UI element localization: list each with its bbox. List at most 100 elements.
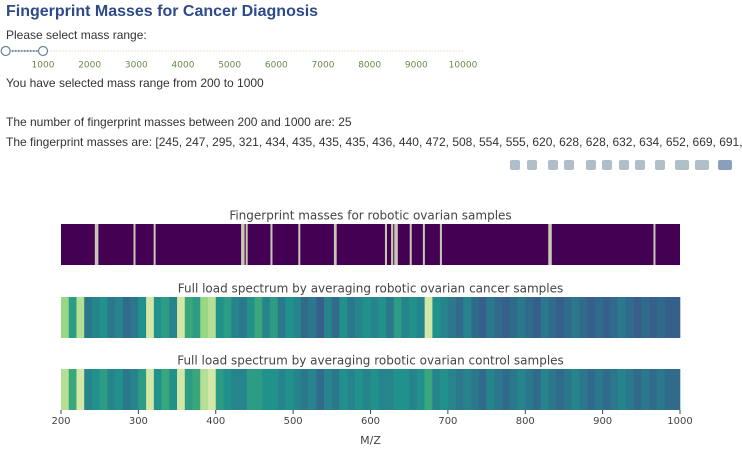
modebar-button[interactable] — [510, 160, 520, 170]
modebar-button[interactable] — [695, 160, 709, 170]
heatmap-cell — [308, 369, 317, 410]
slider-handle[interactable] — [37, 45, 49, 57]
mass-strip — [245, 224, 248, 265]
x-tick-label: 800 — [516, 416, 535, 427]
heatmap-cell — [200, 297, 209, 338]
modebar-button[interactable] — [655, 160, 665, 170]
mass-strip — [439, 224, 442, 265]
heatmap-cell — [556, 297, 565, 338]
heatmap-cell — [177, 297, 186, 338]
heatmap-cell — [447, 297, 456, 338]
heatmap-background — [61, 224, 680, 265]
slider-label: Please select mass range: — [6, 28, 147, 42]
heatmap-cell — [161, 297, 170, 338]
heatmap-cell — [362, 369, 371, 410]
slider-handle[interactable] — [0, 45, 11, 57]
x-tick-label: 500 — [284, 416, 303, 427]
heatmap-cell — [594, 369, 603, 410]
heatmap-cell — [208, 297, 217, 338]
mass-strip — [548, 224, 551, 265]
modebar-button[interactable] — [548, 160, 558, 170]
heatmap-cell — [432, 369, 441, 410]
heatmap-cell — [494, 297, 503, 338]
subplot-title: Fingerprint masses for robotic ovarian s… — [229, 209, 511, 223]
heatmap-cell — [231, 297, 240, 338]
modebar-button[interactable] — [527, 160, 537, 170]
heatmap-cell — [471, 369, 480, 410]
heatmap-cell — [308, 297, 317, 338]
mass-strip — [549, 224, 552, 265]
mass-strip — [153, 224, 156, 265]
modebar-button[interactable] — [586, 160, 596, 170]
heatmap-cell — [618, 369, 627, 410]
subplot-title: Full load spectrum by averaging robotic … — [177, 354, 564, 368]
heatmap-cell — [370, 369, 379, 410]
heatmap-cell — [440, 369, 449, 410]
heatmap-cell — [424, 297, 433, 338]
heatmap-cell — [416, 369, 425, 410]
heatmap-cell — [378, 297, 387, 338]
heatmap-cell — [471, 297, 480, 338]
heatmap-cell — [602, 369, 611, 410]
heatmap-cell — [146, 297, 155, 338]
heatmap-cell — [672, 297, 681, 338]
heatmap-cell — [672, 369, 681, 410]
heatmap-cell — [455, 297, 464, 338]
mass-strip — [653, 224, 656, 265]
modebar-button[interactable] — [675, 160, 689, 170]
heatmap-cell — [91, 369, 100, 410]
heatmap-cell — [548, 369, 557, 410]
heatmap-cell — [502, 297, 511, 338]
subplot-title: Full load spectrum by averaging robotic … — [178, 282, 563, 296]
heatmap-cell — [169, 369, 178, 410]
heatmap-cell — [254, 297, 263, 338]
heatmap-cell — [68, 369, 77, 410]
heatmap-cell — [130, 369, 139, 410]
heatmap-cell — [331, 297, 340, 338]
x-tick-label: 700 — [438, 416, 457, 427]
heatmap-cell — [509, 369, 518, 410]
modebar-button[interactable] — [564, 160, 574, 170]
modebar-button[interactable] — [619, 160, 629, 170]
slider-mark: 6000 — [265, 61, 288, 71]
heatmap-cell — [138, 297, 147, 338]
heatmap-cell — [486, 297, 495, 338]
heatmap-cell — [370, 297, 379, 338]
modebar-button[interactable] — [718, 160, 732, 170]
heatmap-cell — [324, 369, 333, 410]
range-slider[interactable]: 1000 2000 3000 4000 5000 6000 7000 8000 9000 1000… — [0, 42, 480, 72]
heatmap-cell — [455, 369, 464, 410]
heatmap-cell — [362, 297, 371, 338]
heatmap-cell — [525, 369, 534, 410]
slider-mark: 7000 — [312, 61, 335, 71]
heatmap-cell — [107, 297, 116, 338]
heatmap-cell — [68, 297, 77, 338]
heatmap-cell — [633, 297, 642, 338]
heatmap-cell — [641, 369, 650, 410]
heatmap-cell — [525, 297, 534, 338]
mass-strip — [384, 224, 387, 265]
x-tick-label: 400 — [206, 416, 225, 427]
page-title: Fingerprint Masses for Cancer Diagnosis — [6, 3, 319, 20]
heatmap-cell — [262, 297, 271, 338]
heatmap-cell — [215, 297, 224, 338]
heatmap-cell — [254, 369, 263, 410]
slider-mark: 3000 — [125, 61, 148, 71]
heatmap-cell — [618, 297, 627, 338]
heatmap-cell — [238, 369, 247, 410]
heatmap-cell — [633, 369, 642, 410]
heatmap-cell — [610, 369, 619, 410]
heatmap-cell — [563, 369, 572, 410]
heatmap-cell — [223, 297, 232, 338]
mass-strip — [270, 224, 273, 265]
heatmap-cell — [339, 369, 348, 410]
heatmap-cell — [177, 369, 186, 410]
mass-strip — [395, 224, 398, 265]
heatmap-cell — [409, 369, 418, 410]
modebar-button[interactable] — [602, 160, 612, 170]
heatmap-cell — [115, 297, 124, 338]
modebar-button[interactable] — [635, 160, 645, 170]
heatmap-cell — [385, 297, 395, 338]
heatmap-cell — [664, 369, 673, 410]
heatmap-cell — [184, 297, 193, 338]
